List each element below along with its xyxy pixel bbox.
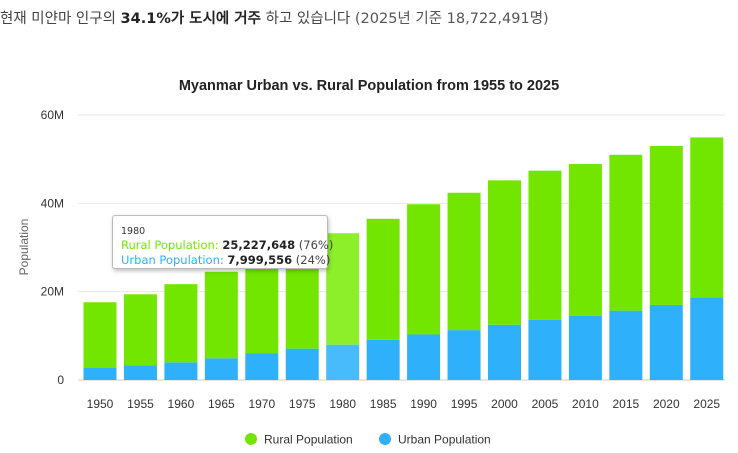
rural-bar[interactable]: [245, 257, 279, 354]
rural-bar[interactable]: [407, 204, 441, 335]
headline-highlight: 34.1%가 도시에 거주: [120, 11, 261, 27]
rural-bar[interactable]: [83, 302, 117, 368]
rural-bar[interactable]: [649, 145, 683, 305]
urban-bar[interactable]: [649, 304, 683, 380]
legend-marker[interactable]: [379, 433, 391, 445]
urban-bar[interactable]: [123, 365, 157, 380]
rural-bar[interactable]: [690, 137, 724, 298]
rural-bar[interactable]: [326, 233, 360, 345]
x-axis-ticks: 1950 1955 1960 1965 1970 1975 1980 1985 1990 1995…: [87, 397, 721, 411]
x-tick-label: 1980: [329, 397, 356, 411]
rural-bar[interactable]: [366, 218, 400, 340]
y-tick-label: 40M: [41, 196, 64, 210]
headline-suffix: 하고 있습니다: [265, 11, 351, 27]
rural-bar[interactable]: [488, 180, 521, 325]
tooltip-urban-label: Urban Population:: [121, 253, 224, 267]
tooltip-rural-row: Rural Population: 25,227,648 (76%): [121, 238, 333, 253]
tooltip-rural-pct: (76%): [298, 238, 334, 252]
urban-bar[interactable]: [407, 334, 441, 380]
urban-bar[interactable]: [366, 339, 400, 380]
tooltip: 1980 Rural Population: 25,227,648 (76%) …: [112, 215, 333, 269]
headline: 현재 미얀마 인구의 34.1%가 도시에 거주 하고 있습니다 (2025년 …: [0, 7, 549, 28]
chart-title: Myanmar Urban vs. Rural Population from …: [179, 78, 559, 94]
x-tick-label: 1955: [127, 397, 154, 411]
rural-bar[interactable]: [447, 192, 481, 331]
legend-label[interactable]: Rural Population: [264, 433, 353, 447]
urban-bar[interactable]: [285, 348, 319, 380]
y-tick-label: 20M: [41, 285, 64, 299]
x-tick-label: 2005: [532, 397, 559, 411]
tooltip-rural-label: Rural Population:: [121, 238, 219, 252]
rural-bar[interactable]: [568, 164, 602, 316]
x-tick-label: 1965: [208, 397, 235, 411]
x-tick-label: 2025: [693, 397, 720, 411]
tooltip-rural-value: 25,227,648: [222, 238, 296, 252]
x-tick-label: 2020: [653, 397, 680, 411]
urban-bar[interactable]: [568, 315, 602, 380]
urban-bar[interactable]: [164, 362, 198, 380]
y-tick-label: 0: [57, 373, 64, 387]
x-tick-label: 1975: [289, 397, 316, 411]
rural-bar[interactable]: [204, 271, 238, 359]
rural-bar[interactable]: [528, 170, 562, 320]
headline-note: (2025년 기준 18,722,491명): [354, 11, 549, 27]
x-tick-label: 2010: [572, 397, 599, 411]
urban-bar[interactable]: [245, 353, 279, 381]
y-tick-label: 60M: [41, 108, 64, 122]
y-axis-label: Population: [17, 219, 31, 276]
x-tick-label: 1990: [410, 397, 437, 411]
tooltip-urban-pct: (24%): [295, 253, 331, 267]
rural-bar[interactable]: [609, 154, 643, 311]
urban-bar[interactable]: [609, 310, 643, 380]
x-tick-label: 1995: [451, 397, 478, 411]
headline-prefix: 현재 미얀마 인구의: [0, 11, 116, 27]
urban-bar[interactable]: [488, 324, 521, 380]
legend-label[interactable]: Urban Population: [398, 433, 491, 447]
tooltip-urban-row: Urban Population: 7,999,556 (24%): [121, 253, 330, 268]
urban-bar[interactable]: [690, 297, 724, 380]
x-tick-label: 2015: [612, 397, 639, 411]
legend-marker[interactable]: [245, 433, 257, 445]
urban-bar[interactable]: [528, 319, 562, 380]
x-tick-label: 1960: [168, 397, 195, 411]
urban-bar[interactable]: [83, 367, 117, 380]
urban-bar[interactable]: [204, 358, 238, 380]
rural-bar[interactable]: [164, 284, 198, 363]
x-tick-label: 1985: [370, 397, 397, 411]
tooltip-urban-value: 7,999,556: [227, 253, 293, 267]
tooltip-year: 1980: [121, 226, 146, 237]
urban-bar[interactable]: [326, 344, 360, 380]
x-tick-label: 1970: [248, 397, 275, 411]
legend[interactable]: Rural Population Urban Population: [245, 433, 491, 447]
rural-bar[interactable]: [123, 294, 157, 366]
x-tick-label: 2000: [491, 397, 518, 411]
x-tick-label: 1950: [87, 397, 114, 411]
bars[interactable]: [83, 137, 724, 381]
urban-bar[interactable]: [447, 330, 481, 380]
y-axis-ticks: 0 20M 40M 60M: [41, 108, 65, 387]
